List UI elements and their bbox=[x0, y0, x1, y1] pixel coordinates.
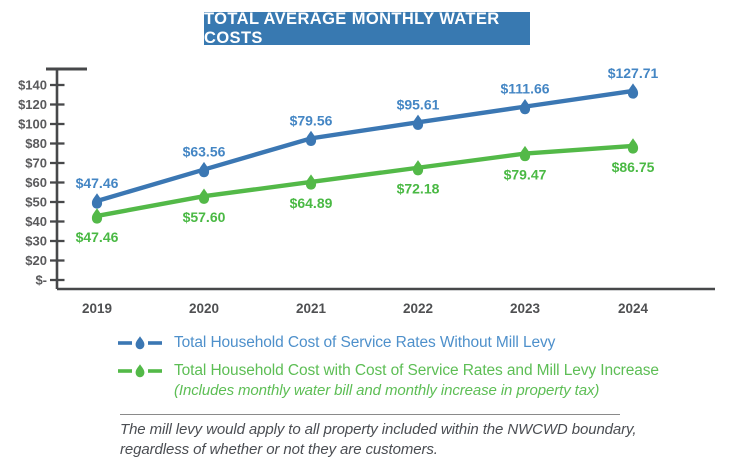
legend-label-without-mill-levy: Total Household Cost of Service Rates Wi… bbox=[174, 334, 556, 351]
data-point-label: $111.66 bbox=[500, 81, 549, 97]
y-axis-tick-label: $- bbox=[35, 273, 47, 288]
water-drop-marker bbox=[627, 83, 639, 99]
x-axis-year-label: 2021 bbox=[296, 301, 327, 316]
legend-item-with-mill-levy: Total Household Cost with Cost of Servic… bbox=[117, 361, 659, 381]
water-drop-marker bbox=[627, 138, 639, 154]
series-line bbox=[96, 143, 634, 219]
footnote-divider bbox=[120, 414, 620, 415]
y-axis-tick-label: $80 bbox=[25, 136, 47, 151]
y-axis-tick-label: $100 bbox=[18, 117, 47, 132]
legend-item-without-mill-levy: Total Household Cost of Service Rates Wi… bbox=[117, 333, 555, 353]
footnote: The mill levy would apply to all propert… bbox=[120, 420, 640, 459]
x-axis-year-label: 2024 bbox=[618, 301, 649, 316]
legend-label-with-mill-levy: Total Household Cost with Cost of Servic… bbox=[174, 362, 659, 379]
data-point-label: $127.71 bbox=[608, 65, 659, 81]
water-drop-marker bbox=[519, 145, 531, 162]
water-drop-marker bbox=[305, 174, 317, 190]
x-axis-year-label: 2020 bbox=[189, 301, 219, 316]
data-point-label: $79.56 bbox=[290, 112, 333, 128]
legend-note: (Includes monthly water bill and monthly… bbox=[174, 382, 600, 399]
chart-title: TOTAL AVERAGE MONTHLY WATER COSTS bbox=[204, 10, 530, 47]
y-axis-tick-label: $20 bbox=[25, 253, 47, 268]
data-point-label: $79.47 bbox=[504, 167, 547, 183]
series-line bbox=[96, 88, 634, 204]
water-drop-marker bbox=[91, 208, 103, 224]
x-axis-year-label: 2019 bbox=[82, 301, 112, 316]
legend-marker-blue-line-icon bbox=[118, 336, 162, 350]
y-axis-tick-label: $50 bbox=[25, 195, 47, 210]
data-point-label: $57.60 bbox=[183, 209, 226, 225]
water-drop-marker bbox=[305, 130, 317, 147]
data-point-label: $86.75 bbox=[612, 159, 655, 175]
footnote-line-1: The mill levy would apply to all propert… bbox=[120, 421, 637, 438]
data-point-label: $47.46 bbox=[76, 229, 119, 245]
chart-plot-area: $140 $120 $100 $80 $70 $60 $50 $40 $30 $20 $- 2019 2… bbox=[18, 65, 715, 316]
water-drop-marker bbox=[519, 98, 531, 115]
y-axis-tick-label: $30 bbox=[25, 234, 47, 249]
data-point-label: $63.56 bbox=[183, 144, 226, 160]
water-drop-marker bbox=[198, 188, 210, 204]
water-drop-marker bbox=[412, 114, 424, 130]
water-drop-marker bbox=[412, 160, 424, 176]
data-point-label: $72.18 bbox=[397, 181, 440, 197]
y-axis-tick-label: $120 bbox=[18, 97, 47, 112]
y-axis-tick-label: $40 bbox=[25, 214, 47, 229]
data-point-label: $64.89 bbox=[290, 195, 333, 211]
y-axis-tick-label: $70 bbox=[25, 156, 47, 171]
x-axis-year-label: 2023 bbox=[510, 301, 541, 316]
legend-marker-green-line-icon bbox=[118, 364, 162, 378]
x-axis-year-label: 2022 bbox=[403, 301, 433, 316]
water-drop-marker bbox=[91, 193, 103, 209]
water-drop-marker bbox=[198, 161, 210, 178]
y-axis-tick-label: $60 bbox=[25, 175, 47, 190]
data-point-label: $47.46 bbox=[76, 175, 119, 191]
footnote-line-2: regardless of whether or not they are cu… bbox=[120, 440, 438, 458]
data-point-label: $95.61 bbox=[397, 96, 440, 112]
y-axis-tick-label: $140 bbox=[18, 78, 47, 93]
